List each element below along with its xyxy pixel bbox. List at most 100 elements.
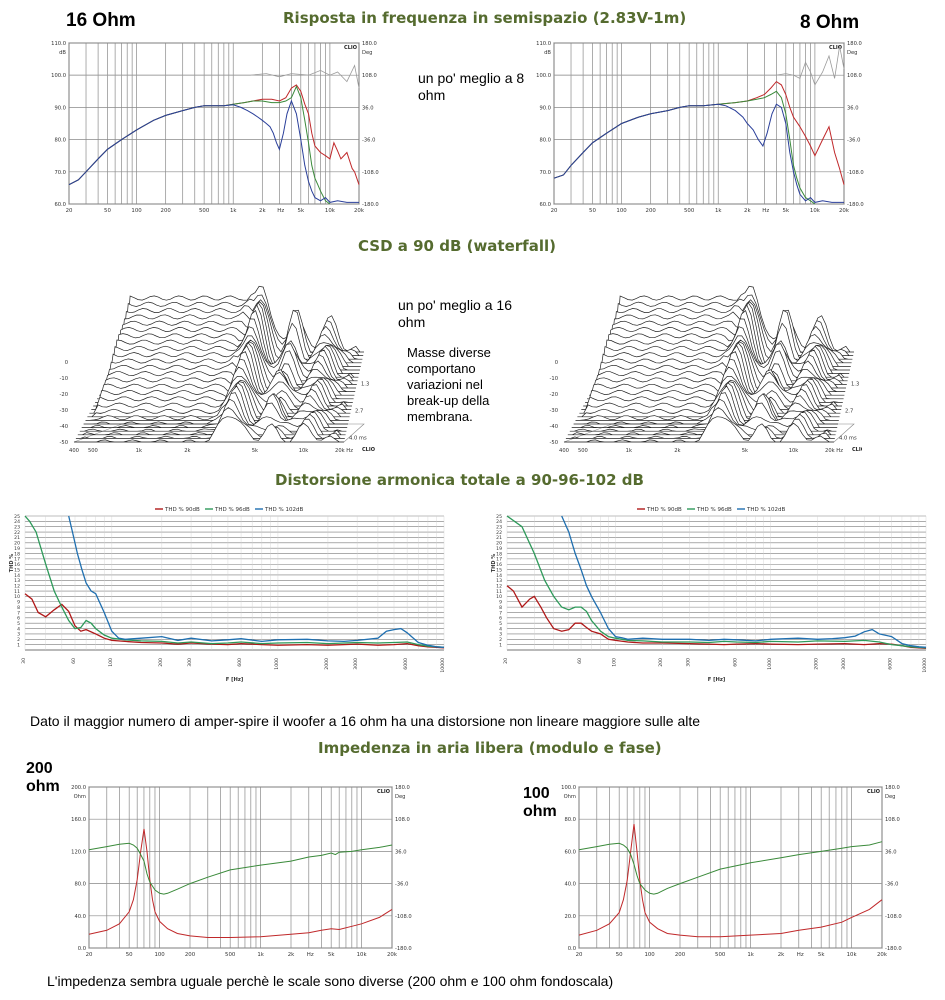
note-frequency-response: un po' meglio a 8 ohm bbox=[418, 70, 525, 103]
y-tick-label: 70.0 bbox=[539, 170, 551, 176]
y-tick-label: 24 bbox=[14, 519, 20, 525]
y-tick-label: 11 bbox=[14, 589, 20, 595]
y-tick-label: 80.0 bbox=[74, 882, 86, 888]
title-csd: CSD a 90 dB (waterfall) bbox=[358, 237, 556, 255]
y2-tick-label: -180.0 bbox=[395, 946, 412, 952]
y-tick-label: 100.0 bbox=[561, 785, 576, 791]
plot-frame bbox=[553, 42, 845, 205]
x-tick-label: 5k bbox=[328, 952, 335, 958]
x-tick-label: 500 bbox=[684, 208, 695, 214]
x-tick-label: 50 bbox=[126, 952, 133, 958]
y-tick-label: 2 bbox=[17, 637, 20, 643]
y-tick-label: 100.0 bbox=[536, 73, 551, 79]
series-line-grey bbox=[69, 64, 360, 89]
x-tick-label: 200 bbox=[646, 208, 657, 214]
y-tick-label: 6 bbox=[17, 616, 20, 622]
x-tick-label: 6000 bbox=[403, 658, 409, 670]
x-tick-label: 500 bbox=[199, 208, 210, 214]
y-tick-label: 21 bbox=[14, 535, 20, 541]
y-tick-label: 90.0 bbox=[54, 105, 66, 111]
y-tick-label: 80.0 bbox=[539, 138, 551, 144]
x-tick-label: 200 bbox=[658, 658, 664, 667]
x-tick-label: 200 bbox=[675, 952, 686, 958]
title-frequency-response: Risposta in frequenza in semispazio (2.8… bbox=[283, 9, 687, 27]
x-tick-label: 500 bbox=[578, 448, 588, 454]
x-tick-label: 20k bbox=[387, 952, 398, 958]
x-tick-label: 200 bbox=[185, 952, 196, 958]
series-line-red bbox=[578, 823, 883, 938]
y-tick-label: 9 bbox=[17, 600, 20, 606]
y-tick-label: 3 bbox=[499, 632, 502, 638]
legend-label: THD % 90dB bbox=[164, 507, 200, 513]
x-tick-label: 100 bbox=[612, 658, 618, 667]
y-tick-label: 25 bbox=[496, 514, 502, 520]
time-tick-label: 1.3 bbox=[851, 382, 859, 388]
brand-label: CLIO bbox=[852, 447, 862, 453]
x-tick-label: 10k bbox=[847, 952, 858, 958]
x-tick-label: 100 bbox=[616, 208, 627, 214]
label-8-ohm: 8 Ohm bbox=[800, 12, 860, 33]
y-tick-label: -50 bbox=[550, 440, 558, 446]
series-line-thd_red bbox=[506, 585, 927, 650]
waterfall-slice bbox=[87, 379, 350, 418]
waterfall-slice bbox=[581, 366, 842, 410]
y-tick-label: 15 bbox=[496, 567, 502, 573]
plot-frame bbox=[578, 786, 883, 949]
x-tick-label: 10k bbox=[325, 208, 336, 214]
x-tick-label: 500 bbox=[88, 448, 98, 454]
x-axis-label: F [Hz] bbox=[226, 677, 243, 683]
x-tick-label: 100 bbox=[644, 952, 655, 958]
x-tick-label: 20k bbox=[877, 952, 888, 958]
title-impedance: Impedenza in aria libera (modulo e fase) bbox=[318, 739, 662, 757]
series-line-blue bbox=[68, 99, 359, 203]
y2-tick-label: 108.0 bbox=[885, 817, 900, 823]
y-tick-label: -20 bbox=[60, 392, 68, 398]
y2-tick-label: -180.0 bbox=[362, 202, 379, 208]
x-tick-label: Hz bbox=[762, 208, 769, 214]
y-unit-label: Ohm bbox=[564, 794, 576, 800]
x-tick-label: Hz bbox=[277, 208, 284, 214]
x-tick-label: 3000 bbox=[841, 658, 847, 670]
x-tick-label: 5k bbox=[252, 448, 258, 454]
y-tick-label: 1 bbox=[17, 642, 20, 648]
y-tick-label: 80.0 bbox=[54, 138, 66, 144]
y-tick-label: 10 bbox=[14, 594, 20, 600]
y-tick-label: 14 bbox=[496, 573, 502, 579]
y-tick-label: -10 bbox=[550, 376, 558, 382]
x-tick-label: 20 bbox=[66, 208, 73, 214]
x-tick-label: 10k bbox=[357, 952, 368, 958]
x-tick-label: 200 bbox=[158, 658, 164, 667]
series-line-grey bbox=[554, 46, 845, 86]
time-tick-label: 2.7 bbox=[355, 409, 363, 415]
x-tick-label: 2k bbox=[288, 952, 295, 958]
y-tick-label: 20 bbox=[496, 541, 502, 547]
y-tick-label: 18 bbox=[496, 551, 502, 557]
note-thd: Dato il maggior numero di amper-spire il… bbox=[30, 713, 701, 729]
y-tick-label: -30 bbox=[60, 408, 68, 414]
brand-label: CLIO bbox=[829, 45, 842, 51]
time-tick-label: 4.0 ms bbox=[839, 436, 857, 442]
x-tick-label: 1k bbox=[747, 952, 754, 958]
x-tick-label: 10k bbox=[789, 448, 799, 454]
brand-label: CLIO bbox=[362, 447, 375, 453]
impedance-chart-16-ohm: 200.0 180.0 160.0 108.0 120.0 36.0 80.0 -36.0 40… bbox=[71, 785, 412, 958]
x-tick-label: 200 bbox=[161, 208, 172, 214]
y2-tick-label: -36.0 bbox=[362, 138, 375, 144]
x-tick-label: 5k bbox=[742, 448, 748, 454]
brand-label: CLIO bbox=[344, 45, 357, 51]
x-tick-label: 2000 bbox=[324, 658, 330, 670]
y-unit-label: dB bbox=[59, 50, 66, 56]
y2-tick-label: 180.0 bbox=[885, 785, 900, 791]
y-tick-label: 160.0 bbox=[71, 817, 86, 823]
x-tick-label: 500 bbox=[715, 952, 726, 958]
time-tick-label: 4.0 ms bbox=[349, 436, 367, 442]
y-unit-label: Ohm bbox=[74, 794, 86, 800]
series-line-green bbox=[578, 841, 883, 895]
x-tick-label: 100 bbox=[131, 208, 142, 214]
x-tick-label: 2k bbox=[674, 448, 680, 454]
y-tick-label: 6 bbox=[499, 616, 502, 622]
y2-tick-label: 108.0 bbox=[362, 73, 377, 79]
y2-unit-label: Deg bbox=[847, 50, 857, 56]
x-tick-label: 300 bbox=[187, 658, 193, 667]
y-tick-label: 3 bbox=[17, 632, 20, 638]
